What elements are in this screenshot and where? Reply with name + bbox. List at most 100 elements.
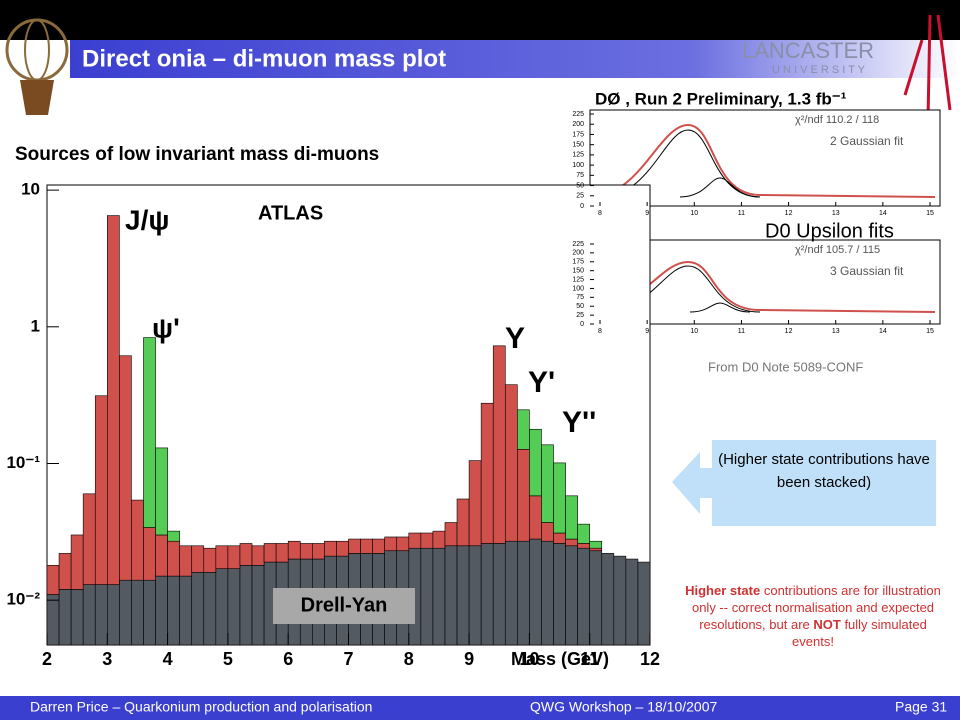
inset-y-tick-label: 225 [572,111,584,118]
inset-fit: 3 Gaussian fit [830,264,904,278]
inset-y-tick-label: 200 [572,121,584,128]
inset-y-tick-label: 125 [572,276,584,283]
footer-text: Page 31 [895,699,947,715]
hist-bar [529,495,542,540]
inset-x-tick-label: 13 [832,328,840,335]
hist-bar [251,545,265,566]
inset-x-tick-label: 8 [598,328,602,335]
hist-bar [131,579,144,646]
x-tick-label: 3 [102,649,112,669]
hist-bar [480,543,494,646]
hist-bar [155,447,168,536]
x-axis-label: Mass (GeV) [511,649,609,669]
hist-bar [58,589,72,646]
hist-bar [287,540,301,560]
note-segment: fully simulated events! [792,617,927,649]
hist-bar [384,536,398,552]
hist-bar [179,545,193,577]
inset-x-tick-label: 12 [785,210,793,217]
inset-y-tick-label: 0 [580,203,584,210]
footer-bar [0,696,960,720]
note-segment: NOT [813,617,841,632]
x-tick-label: 12 [640,649,660,669]
hist-bar [613,555,627,646]
x-tick-label: 10 [519,649,539,669]
hist-bar [589,540,603,549]
inset-x-tick-label: 15 [926,328,934,335]
hist-bar [82,584,96,646]
x-tick-label: 9 [464,649,474,669]
hist-bar [107,584,120,646]
x-tick-label: 7 [343,649,353,669]
hist-bar [553,532,566,544]
hist-bar [143,579,156,646]
inset-y-tick-label: 100 [572,285,584,292]
hist-bar [119,579,132,646]
hist-bar [529,428,542,497]
x-tick-label: 2 [42,649,52,669]
note: Higher state contributions are for illus… [682,582,944,650]
hist-bar [179,575,193,646]
x-tick-label: 4 [163,649,173,669]
callout-arrow [672,452,712,514]
hist-bar [131,499,144,581]
inset-title: DØ , Run 2 Preliminary, 1.3 fb⁻¹ [595,89,847,108]
footer-text: Darren Price – Quarkonium production and… [30,699,372,715]
inset-x-tick-label: 14 [879,210,887,217]
hist-bar [577,547,591,646]
x-tick-label: 5 [223,649,233,669]
inset-x-tick-label: 15 [926,210,934,217]
hist-bar [94,584,108,646]
inset-y-tick-label: 100 [572,162,584,169]
inset-x-tick-label: 9 [645,210,649,217]
hist-bar [203,571,217,646]
hist-bar [348,538,361,554]
hist-bar [565,538,578,547]
hist-bar [372,538,385,554]
hist-bar [191,571,205,646]
lancaster-logo [903,14,952,121]
inset-y-tick-label: 125 [572,152,584,159]
hist-bar [82,493,96,585]
inset-x-tick-label: 9 [645,328,649,335]
x-tick-label: 11 [580,649,599,669]
logo-text: U N I V E R S I T Y [772,64,866,76]
hist-bar [215,568,229,646]
y-tick-label: 10⁻² [6,590,40,609]
hist-bar [420,547,434,646]
hist-bar [637,561,651,646]
inset-x-tick-label: 12 [785,328,793,335]
hist-bar [492,345,506,544]
inset-chi2: χ²/ndf 110.2 / 118 [795,114,879,126]
hist-bar [577,543,591,549]
inset-chi2: χ²/ndf 105.7 / 115 [795,244,880,256]
annotation: Υ'' [562,406,596,439]
inset-y-tick-label: 150 [572,268,584,275]
hist-bar [504,540,518,646]
y-tick-label: 10 [21,180,40,199]
hist-bar [360,538,373,554]
hist-bar [167,575,180,646]
hist-bar [517,409,530,450]
top-band [0,0,960,40]
hist-bar [468,460,482,547]
hist-bar [215,545,229,569]
inset-x-tick-label: 11 [738,328,745,335]
hist-bar [227,545,241,569]
hist-bar [468,545,482,646]
hist-bar [444,545,458,646]
hist-bar [58,553,72,590]
hist-bar [492,543,506,646]
hist-bar [589,547,603,552]
annotation: ψ' [152,312,180,343]
hist-bar [517,540,530,646]
title-bar [70,40,960,78]
inset-x-tick-label: 10 [690,328,698,335]
inset-y-tick-label: 0 [580,321,584,328]
hist-bar [143,337,156,528]
inset-y-tick-label: 50 [576,182,584,189]
hist-bar [312,543,325,560]
x-tick-label: 6 [283,649,293,669]
